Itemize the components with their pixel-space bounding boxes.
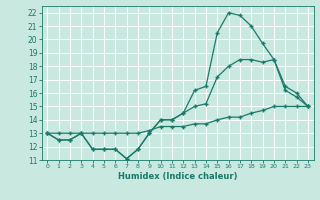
X-axis label: Humidex (Indice chaleur): Humidex (Indice chaleur) [118, 172, 237, 181]
